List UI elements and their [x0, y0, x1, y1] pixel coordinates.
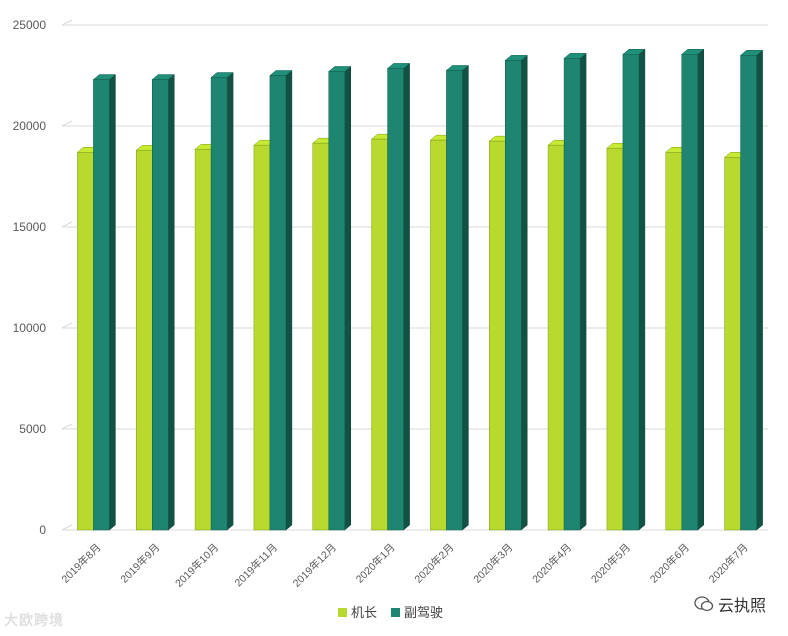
- y-tick-label: 15000: [13, 220, 47, 234]
- chat-bubble-icon: [694, 596, 714, 612]
- bar-front: [430, 139, 447, 531]
- bar-front: [665, 152, 682, 531]
- bar-front: [387, 68, 404, 531]
- bar-side: [697, 48, 704, 531]
- legend-swatch: [338, 608, 347, 617]
- bar-front: [606, 147, 624, 531]
- x-tick-label: 2020年5月: [588, 541, 633, 586]
- bar-front: [505, 60, 522, 531]
- legend-item-captain: 机长: [338, 605, 377, 620]
- bar-front: [328, 71, 345, 531]
- x-tick-label: 2020年7月: [706, 541, 751, 586]
- bar-front: [93, 79, 110, 531]
- bar-side: [579, 52, 587, 531]
- bar-first-officer-8: [504, 54, 528, 531]
- y-tick-label: 0: [39, 523, 46, 537]
- x-tick-label: 2019年12月: [290, 541, 339, 590]
- bar-first-officer-10: [622, 48, 646, 531]
- bar-side: [344, 65, 351, 531]
- bar-first-officer-5: [328, 65, 352, 531]
- bar-side: [756, 49, 763, 531]
- bar-front: [563, 58, 581, 531]
- bar-first-officer-9: [563, 52, 587, 531]
- legend-item-first-officer: 副驾驶: [391, 605, 443, 620]
- y-tick-label: 10000: [13, 321, 47, 335]
- x-tick-label: 2019年8月: [59, 541, 104, 586]
- bar-front: [622, 54, 640, 531]
- bar-front: [312, 142, 329, 531]
- bar-front: [194, 148, 212, 531]
- bar-front: [210, 77, 228, 531]
- bar-first-officer-6: [386, 62, 411, 531]
- bar-front: [269, 75, 287, 531]
- y-tick-label: 5000: [19, 422, 46, 436]
- x-tick-label: 2019年10月: [172, 541, 221, 590]
- bar-front: [547, 144, 565, 531]
- x-tick-label: 2020年2月: [412, 541, 457, 586]
- legend-label: 机长: [351, 605, 377, 620]
- bar-front: [740, 55, 757, 531]
- x-tick-label: 2020年1月: [353, 541, 398, 586]
- bar-front: [77, 152, 94, 531]
- watermark-left: 大欧跨境: [4, 612, 64, 628]
- bar-front: [152, 79, 169, 531]
- bar-front: [681, 54, 698, 531]
- bar-first-officer-11: [681, 48, 705, 531]
- bar-side: [462, 64, 469, 531]
- gridlines: [61, 19, 768, 531]
- bar-side: [521, 54, 528, 531]
- y-axis-ticks: 0 5000 10000 15000 20000 25000: [13, 18, 47, 537]
- bar-side: [403, 62, 410, 531]
- bar-first-officer-3: [210, 71, 234, 531]
- bar-first-officer-12: [739, 49, 764, 531]
- watermark-right-label: 云执照: [717, 598, 766, 615]
- bar-front: [489, 140, 506, 531]
- bar-side: [168, 74, 175, 531]
- legend: 机长 副驾驶: [338, 605, 443, 620]
- bar-first-officer-4: [269, 69, 293, 531]
- bar-side: [285, 69, 293, 531]
- watermark-right: 云执照: [694, 592, 766, 616]
- gridline-depth-20000: [61, 120, 73, 127]
- bar-front: [724, 157, 741, 531]
- x-tick-label: 2020年3月: [471, 541, 516, 586]
- gridline-depth-15000: [61, 221, 73, 228]
- gridline-depth-5000: [61, 423, 73, 430]
- legend-label: 副驾驶: [404, 605, 443, 620]
- gridline-depth-0: [61, 524, 73, 531]
- bar-front: [371, 138, 388, 531]
- gridline-depth-10000: [61, 322, 73, 329]
- bar-side: [638, 48, 646, 531]
- bar-front: [136, 149, 153, 531]
- x-tick-label: 2019年9月: [118, 541, 163, 586]
- x-tick-label: 2020年4月: [530, 541, 575, 586]
- x-tick-label: 2020年6月: [647, 541, 692, 586]
- bar-front: [446, 70, 463, 531]
- bars: [76, 48, 764, 531]
- bar-side: [109, 74, 116, 531]
- bar-side: [226, 71, 234, 531]
- x-axis-ticks: 2019年8月 2019年9月 2019年10月 2019年11月 2019年12月 20…: [59, 541, 751, 590]
- x-tick-label: 2019年11月: [232, 541, 280, 589]
- y-tick-label: 20000: [13, 119, 47, 133]
- bar-first-officer-2: [151, 74, 175, 531]
- bar-first-officer-1: [92, 74, 117, 531]
- bar-first-officer-7: [445, 64, 470, 531]
- bar-front: [253, 144, 271, 531]
- legend-swatch: [391, 608, 400, 617]
- y-tick-label: 25000: [13, 18, 47, 32]
- gridline-depth-25000: [61, 19, 73, 26]
